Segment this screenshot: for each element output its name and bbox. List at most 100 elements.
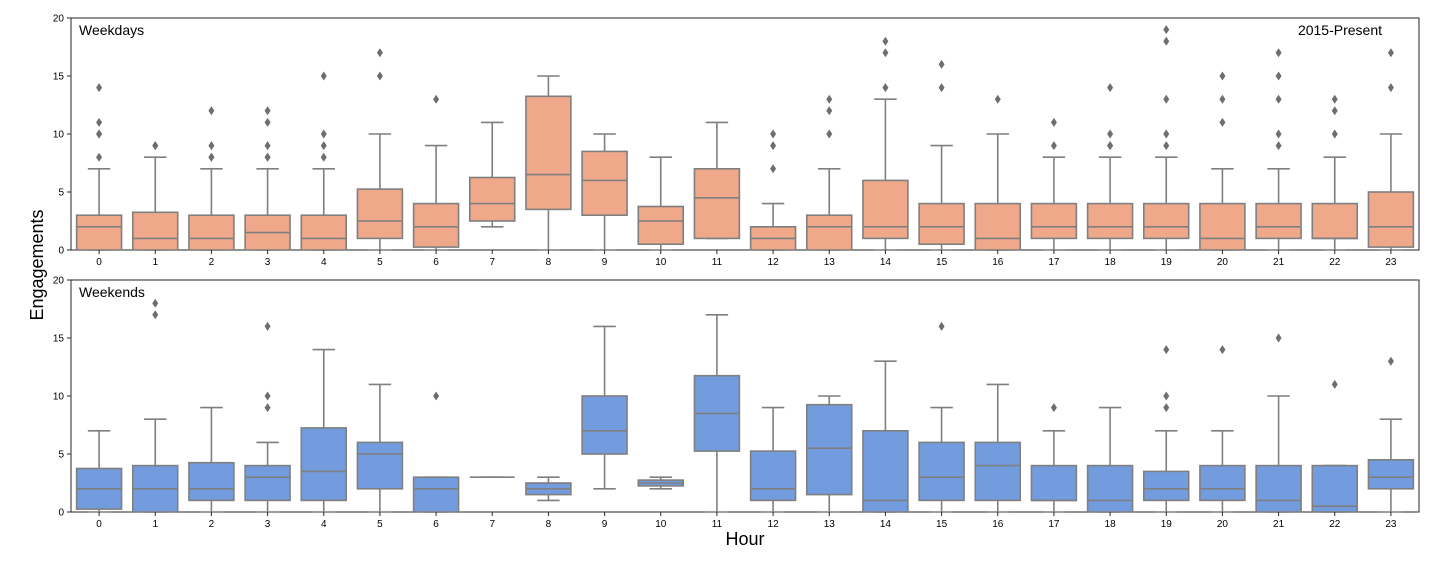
iqr-box: [188, 214, 235, 251]
outlier-point: [770, 141, 777, 151]
iqr-box: [1030, 202, 1078, 240]
box-hour-2: [188, 406, 235, 513]
x-tick-label: 10: [655, 519, 667, 530]
outlier-point: [208, 141, 215, 151]
iqr-box: [581, 150, 628, 216]
outlier-point: [994, 94, 1001, 104]
y-tick-label: 10: [53, 130, 65, 141]
iqr-box: [1311, 202, 1359, 240]
x-tick-label: 1: [152, 519, 158, 530]
iqr-box: [1199, 202, 1246, 251]
box-hour-14: [862, 360, 909, 513]
iqr-box: [1142, 470, 1190, 502]
box-hour-6: [412, 94, 460, 251]
box-hour-1: [131, 141, 179, 251]
box-hour-6: [412, 391, 460, 513]
iqr-box: [862, 429, 909, 513]
outlier-point: [208, 106, 215, 116]
box-hour-22: [1311, 94, 1359, 251]
outlier-point: [1275, 94, 1282, 104]
y-tick-label: 5: [58, 188, 64, 199]
outlier-point: [264, 152, 271, 162]
outlier-point: [264, 141, 271, 151]
iqr-box: [1086, 202, 1134, 240]
outlier-point: [1107, 83, 1114, 93]
box-hour-8: [525, 476, 572, 502]
iqr-box: [805, 403, 853, 496]
outlier-point: [1275, 71, 1282, 81]
iqr-box: [1367, 458, 1415, 490]
outlier-point: [264, 117, 271, 127]
box-hour-8: [525, 75, 572, 251]
box-hour-4: [300, 71, 348, 251]
iqr-box: [862, 179, 909, 240]
outlier-point: [1331, 379, 1338, 389]
iqr-box: [1030, 464, 1078, 502]
y-axis-label: Engagements: [27, 209, 47, 320]
x-tick-label: 21: [1273, 519, 1285, 530]
outlier-point: [1050, 117, 1057, 127]
x-tick-label: 0: [96, 257, 102, 268]
outlier-point: [1163, 94, 1170, 104]
iqr-box: [412, 202, 460, 248]
iqr-box: [749, 450, 797, 502]
x-tick-label: 19: [1161, 519, 1173, 530]
outlier-point: [152, 310, 159, 320]
x-tick-label: 22: [1329, 519, 1341, 530]
y-tick-label: 10: [53, 392, 65, 403]
x-tick-label: 20: [1217, 519, 1229, 530]
x-tick-label: 5: [377, 257, 383, 268]
box-hour-2: [188, 106, 235, 251]
outlier-point: [1275, 48, 1282, 58]
y-tick-label: 15: [53, 334, 65, 345]
x-tick-label: 19: [1161, 257, 1173, 268]
iqr-box: [300, 427, 348, 502]
outlier-point: [826, 129, 833, 139]
outlier-point: [264, 106, 271, 116]
iqr-box: [974, 441, 1022, 502]
outlier-point: [882, 36, 889, 46]
iqr-box: [581, 395, 628, 455]
iqr-box: [918, 441, 965, 502]
x-tick-label: 23: [1385, 519, 1397, 530]
outlier-point: [1163, 129, 1170, 139]
iqr-box: [131, 211, 179, 251]
outlier-point: [152, 298, 159, 308]
outlier-point: [1387, 83, 1394, 93]
outlier-point: [1163, 36, 1170, 46]
outlier-point: [320, 152, 327, 162]
x-tick-label: 12: [768, 519, 780, 530]
outlier-point: [1107, 141, 1114, 151]
iqr-box: [1255, 202, 1302, 240]
box-hour-12: [749, 406, 797, 513]
outlier-point: [826, 106, 833, 116]
outlier-point: [882, 48, 889, 58]
period-annotation: 2015-Present: [1298, 22, 1382, 38]
y-tick-label: 5: [58, 450, 64, 461]
iqr-box: [1311, 464, 1359, 513]
outlier-point: [152, 141, 159, 151]
box-hour-14: [862, 36, 909, 251]
x-tick-label: 7: [489, 519, 495, 530]
iqr-box: [525, 95, 572, 211]
box-hour-10: [637, 476, 685, 490]
iqr-box: [75, 214, 123, 251]
box-hour-19: [1142, 25, 1190, 251]
outlier-point: [264, 403, 271, 413]
outlier-point: [1331, 106, 1338, 116]
x-tick-label: 18: [1105, 519, 1117, 530]
iqr-box: [1142, 202, 1190, 240]
iqr-box: [356, 441, 404, 490]
x-tick-label: 21: [1273, 257, 1285, 268]
x-tick-label: 6: [433, 519, 439, 530]
box-hour-20: [1199, 345, 1246, 513]
outlier-point: [1163, 345, 1170, 355]
box-hour-18: [1086, 406, 1134, 513]
box-hour-11: [693, 313, 741, 513]
x-tick-label: 9: [602, 257, 608, 268]
iqr-box: [974, 202, 1022, 251]
outlier-point: [1219, 94, 1226, 104]
box-hour-9: [581, 325, 628, 490]
